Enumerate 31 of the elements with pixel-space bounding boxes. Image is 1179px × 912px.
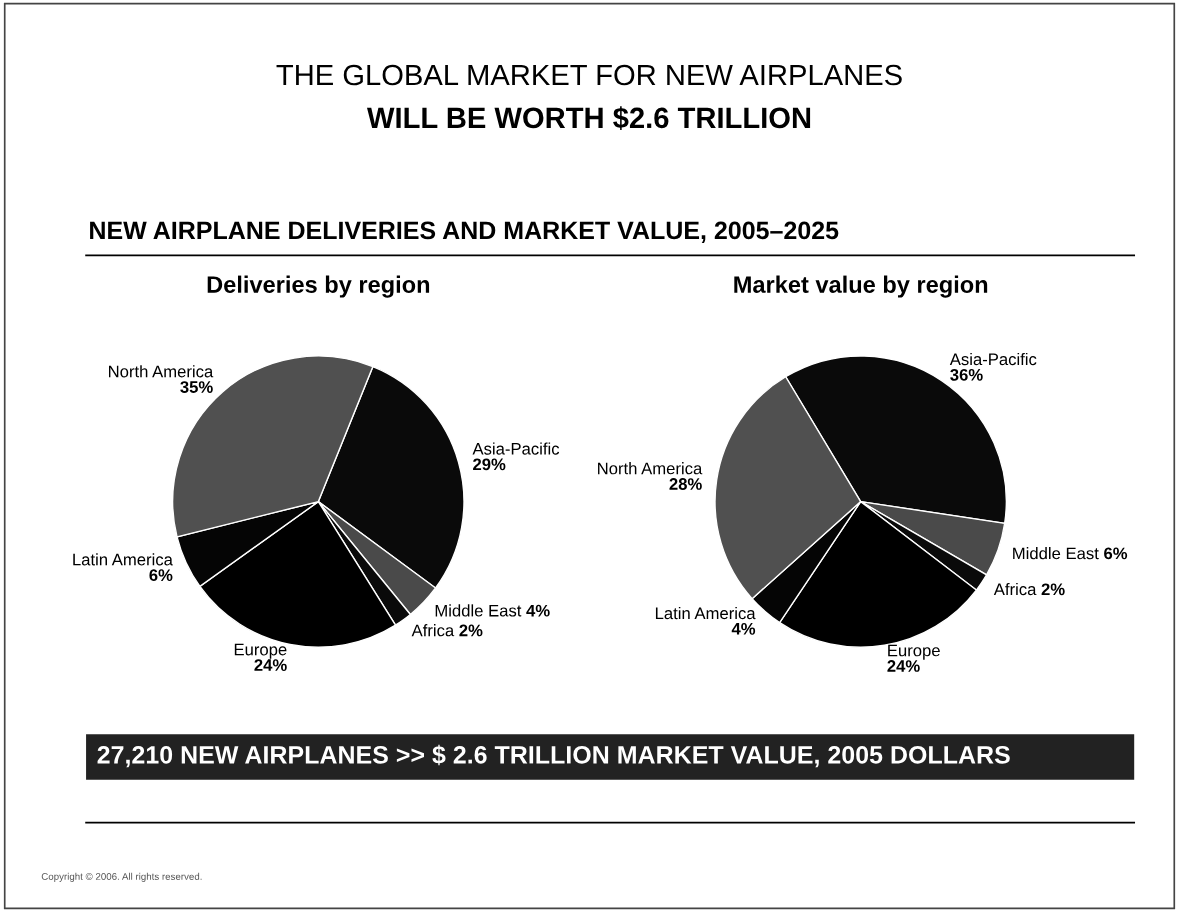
data-label: 36% <box>950 368 983 381</box>
slice-label: North America <box>598 462 703 475</box>
slice-label: Middle East <box>435 604 522 617</box>
slice-label: Africa <box>411 624 455 637</box>
chart-title: Market value by region <box>734 275 988 298</box>
text: NEW AIRPLANE DELIVERIES AND MARKET VALUE, 2005–2025 <box>90 221 839 243</box>
slice-label: Africa <box>993 582 1037 596</box>
chart-title: Deliveries by region <box>207 275 430 298</box>
slice-label: Asia-Pacific <box>949 352 1037 366</box>
data-label: 2% <box>1041 583 1065 596</box>
data-label: 24% <box>887 660 920 672</box>
slice-label: Middle East <box>1013 547 1099 560</box>
data-label: 35% <box>180 381 213 393</box>
slice-label: Europe <box>888 644 940 660</box>
data-label: 29% <box>473 458 506 471</box>
data-label: 6% <box>149 569 173 582</box>
slice-label: Latin America <box>73 553 173 566</box>
slice-label: Asia-Pacific <box>472 442 560 455</box>
text: 27,210 NEW AIRPLANES >> $ 2.6 TRILLION MARKET VALUE, 2005 DOLLARS <box>97 744 1010 768</box>
text: WILL BE WORTH $2.6 TRILLION <box>366 106 811 131</box>
data-label: 24% <box>254 659 287 671</box>
data-label: 4% <box>731 622 756 635</box>
slice-label: North America <box>109 365 214 378</box>
slice-label: Europe <box>234 643 287 659</box>
data-label: 28% <box>669 478 702 490</box>
data-label: 6% <box>1104 547 1128 560</box>
slice-label: Latin America <box>655 606 756 620</box>
data-label: 2% <box>459 624 483 637</box>
data-label: 4% <box>526 604 550 617</box>
text: THE GLOBAL MARKET FOR NEW AIRPLANES <box>276 64 902 86</box>
text: Copyright © 2006. All rights reserved. <box>41 872 202 882</box>
